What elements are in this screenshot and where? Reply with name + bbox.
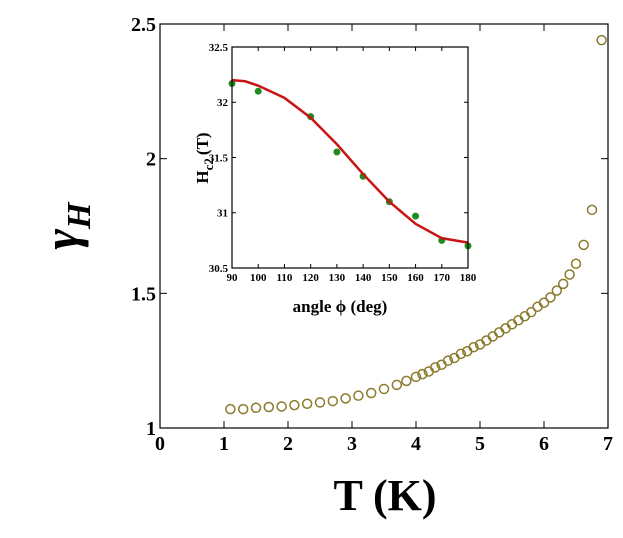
y-tick-label: 1.5 [131, 283, 156, 305]
data-point [586, 204, 598, 216]
data-point [545, 292, 556, 303]
data-point [237, 403, 249, 415]
y-label-main: γ [33, 229, 89, 250]
data-point [314, 397, 326, 408]
y-axis-symbol: γH [33, 201, 98, 250]
data-point [455, 348, 467, 360]
data-point [578, 239, 589, 251]
inset-x-tick-label: 100 [250, 272, 267, 284]
inset-x-tick-label: 150 [381, 272, 398, 284]
data-point [263, 401, 275, 413]
inset-y-unit: (T) [193, 132, 212, 155]
data-point [468, 341, 479, 353]
data-point [353, 390, 364, 401]
inset-x-tick-label: 130 [329, 272, 346, 284]
inset-y-tick-label: 31 [217, 208, 228, 220]
data-point [276, 401, 287, 412]
inset-data-point [412, 212, 420, 220]
inset-x-tick-label: 170 [434, 272, 451, 284]
inset-data-point [333, 148, 341, 156]
inset-y-main: H [193, 170, 212, 183]
data-point [417, 368, 428, 380]
x-tick-label: 1 [219, 433, 229, 455]
data-point [596, 34, 607, 46]
y-label-sub: H [61, 201, 98, 230]
data-point [225, 403, 236, 415]
inset-x-tick-label: 90 [227, 272, 239, 284]
y-tick-label: 2 [146, 149, 156, 171]
data-point [538, 297, 550, 309]
data-point [570, 258, 582, 269]
inset-x-tick-label: 110 [276, 272, 292, 284]
inset-y-axis-label: Hc2 (T) [193, 132, 216, 183]
data-point [564, 269, 575, 280]
data-point [365, 387, 377, 399]
data-point [429, 362, 441, 373]
data-point [442, 355, 454, 366]
inset-plot-frame [231, 46, 469, 269]
x-tick-label: 5 [475, 433, 485, 455]
inset-x-axis-label: angle ϕ (deg) [293, 297, 388, 316]
x-tick-label: 0 [155, 433, 165, 455]
data-point [525, 306, 537, 318]
data-point [289, 399, 300, 411]
inset-x-tick-label: 180 [460, 272, 477, 284]
data-point [340, 393, 351, 404]
inset-y-tick-label: 32.5 [209, 42, 229, 54]
data-point [557, 278, 569, 290]
y-tick-label: 1 [146, 418, 156, 440]
data-point [391, 379, 403, 391]
x-axis-label: T (K) [333, 471, 436, 520]
inset-y-tick-label: 31.5 [209, 152, 229, 164]
y-axis-label: γH [33, 201, 98, 250]
inset-x-tick-label: 160 [407, 272, 424, 284]
data-point [551, 285, 563, 296]
y-tick-label: 2.5 [131, 14, 156, 36]
x-tick-label: 7 [603, 433, 613, 455]
x-tick-label: 2 [283, 433, 293, 455]
data-point [378, 383, 390, 395]
x-tick-label: 4 [411, 433, 421, 455]
x-tick-label: 6 [539, 433, 549, 455]
data-point [301, 398, 313, 410]
data-point [401, 375, 412, 387]
x-tick-label: 3 [347, 433, 357, 455]
data-point [250, 402, 262, 414]
inset-data-point [254, 87, 262, 95]
inset-x-tick-label: 140 [355, 272, 372, 284]
data-point [327, 395, 339, 407]
data-point [410, 371, 422, 383]
plot-frame [159, 23, 609, 429]
inset-y-tick-label: 30.5 [209, 263, 229, 275]
inset-fit-line [231, 78, 469, 244]
inset-y-sub: c2 [201, 158, 216, 170]
inset-y-label: Hc2 (T) [193, 132, 216, 183]
inset-x-tick-label: 120 [302, 272, 319, 284]
inset-y-tick-label: 32 [217, 97, 229, 109]
